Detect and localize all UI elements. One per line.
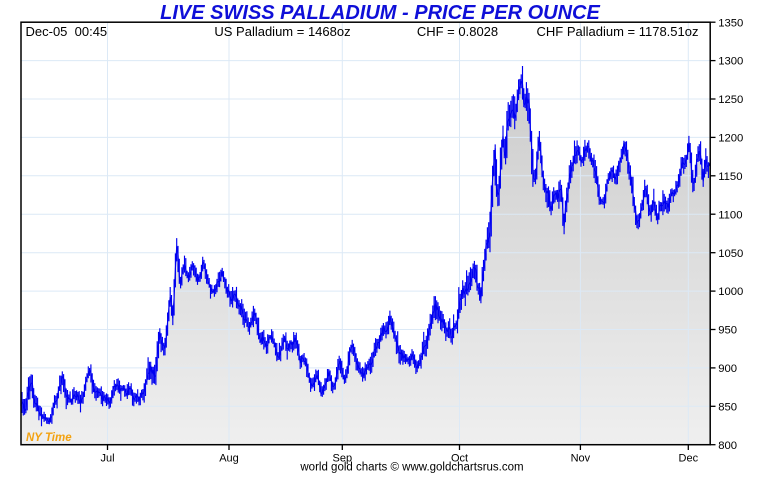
- svg-text:800: 800: [718, 440, 737, 452]
- svg-text:1300: 1300: [718, 56, 743, 68]
- svg-text:1050: 1050: [718, 248, 743, 260]
- svg-text:950: 950: [718, 325, 737, 337]
- svg-text:NY Time: NY Time: [26, 432, 72, 444]
- svg-text:1100: 1100: [718, 209, 742, 221]
- svg-text:Aug: Aug: [219, 453, 239, 465]
- svg-text:Sep: Sep: [333, 453, 353, 465]
- svg-text:900: 900: [718, 363, 737, 375]
- svg-text:US Palladium = 1468oz: US Palladium = 1468oz: [214, 24, 350, 39]
- svg-text:1150: 1150: [718, 171, 742, 183]
- svg-text:Dec-05 00:45: Dec-05 00:45: [26, 24, 108, 39]
- svg-text:Oct: Oct: [451, 453, 468, 465]
- svg-text:850: 850: [718, 401, 737, 413]
- svg-text:1350: 1350: [718, 17, 743, 29]
- svg-text:1200: 1200: [718, 133, 743, 145]
- svg-text:1000: 1000: [718, 286, 743, 298]
- svg-text:CHF Palladium = 1178.51oz: CHF Palladium = 1178.51oz: [537, 24, 699, 39]
- svg-text:CHF = 0.8028: CHF = 0.8028: [417, 24, 498, 39]
- svg-text:Nov: Nov: [571, 453, 591, 465]
- svg-text:Dec: Dec: [679, 453, 699, 465]
- svg-text:1250: 1250: [718, 94, 743, 106]
- svg-text:world gold charts © www.goldch: world gold charts © www.goldchartsrus.co…: [299, 462, 523, 474]
- svg-text:Jul: Jul: [100, 453, 114, 465]
- svg-text:LIVE SWISS PALLADIUM - PRICE P: LIVE SWISS PALLADIUM - PRICE PER OUNCE: [160, 2, 600, 24]
